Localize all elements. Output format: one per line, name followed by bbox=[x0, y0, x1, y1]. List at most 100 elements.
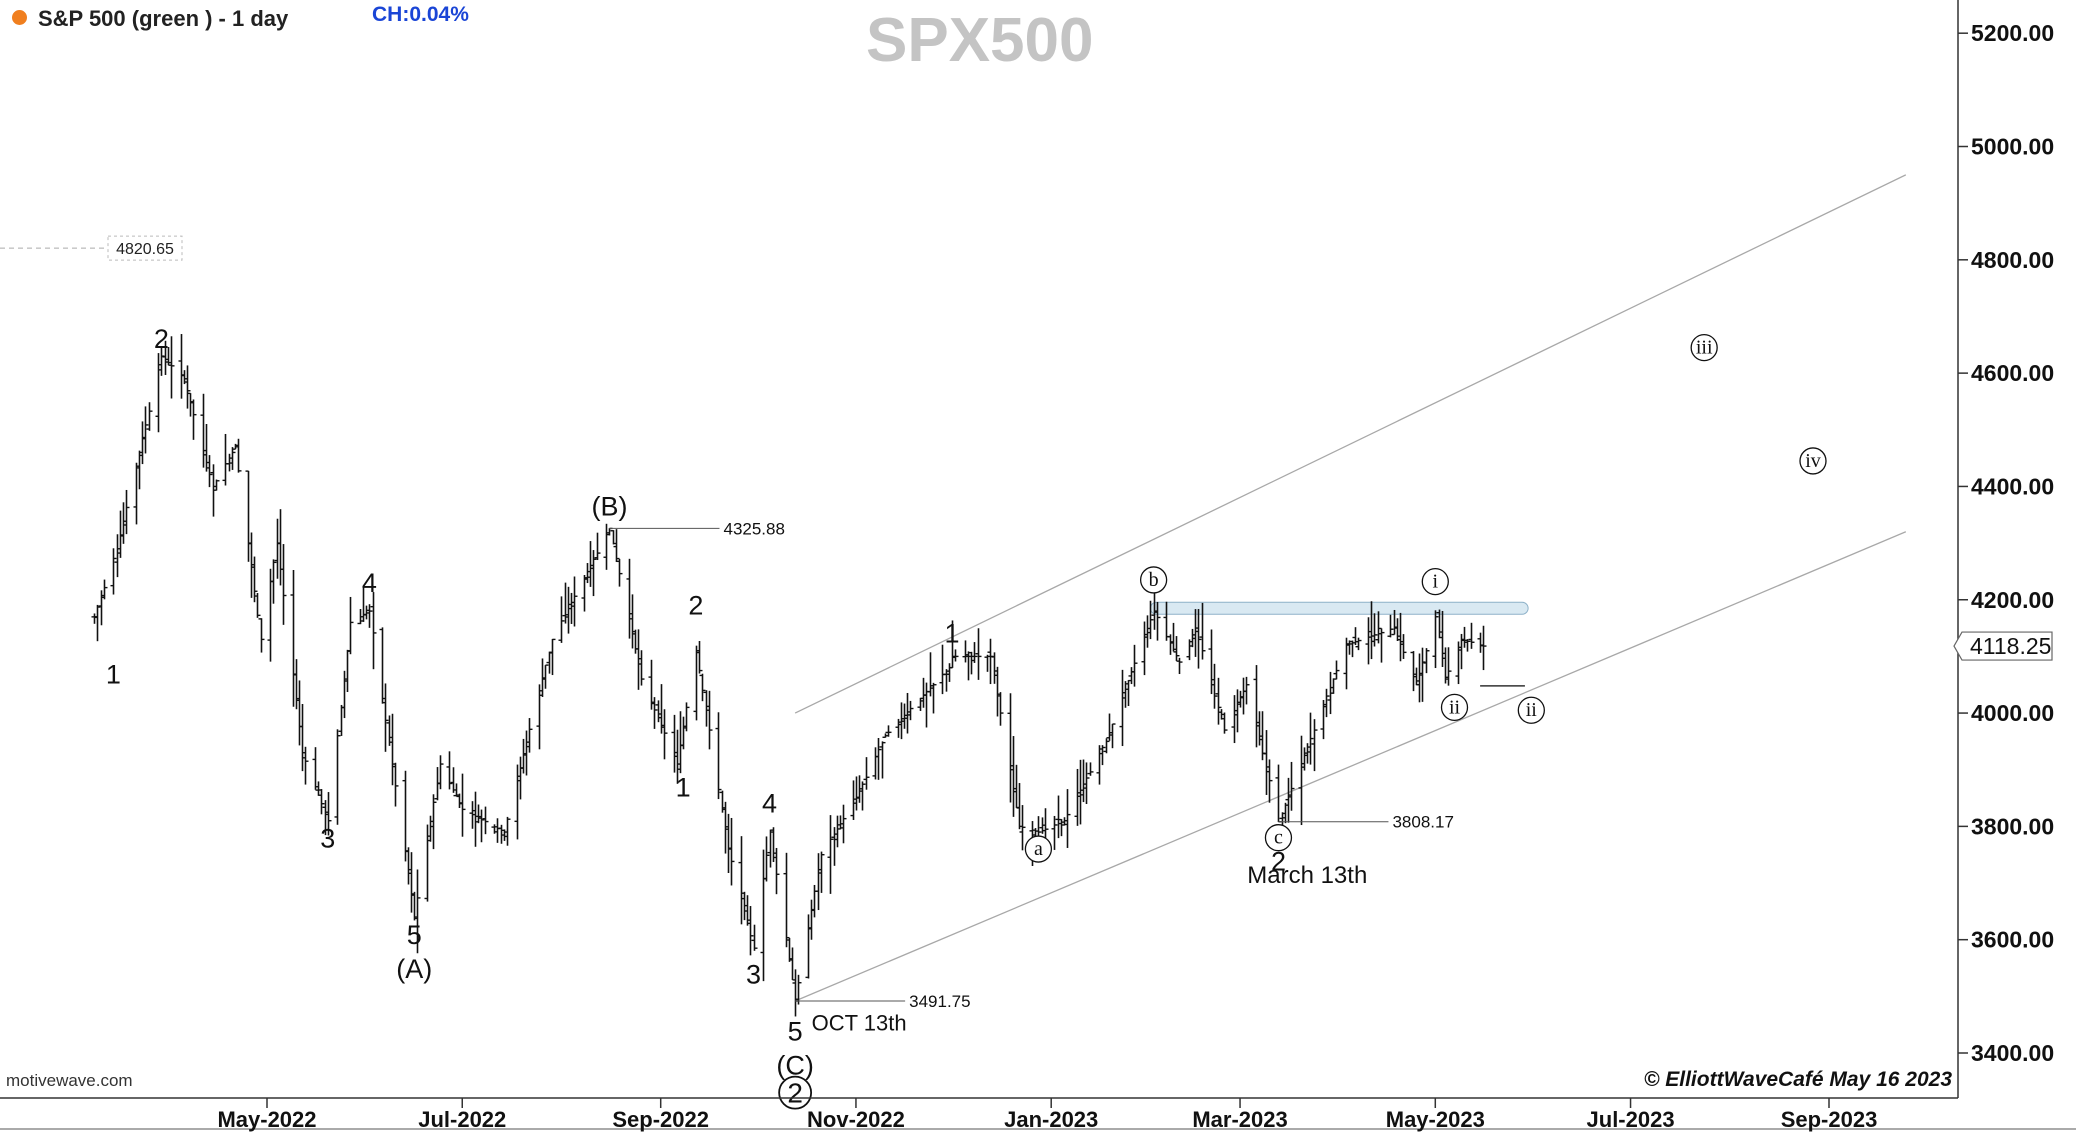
price-bar[interactable] bbox=[382, 683, 389, 752]
price-bar[interactable] bbox=[827, 815, 834, 894]
price-bar[interactable] bbox=[1199, 602, 1206, 660]
price-bar[interactable] bbox=[347, 596, 354, 655]
price-bar[interactable] bbox=[738, 836, 745, 925]
price-bar[interactable] bbox=[773, 847, 780, 895]
price-bar[interactable] bbox=[1154, 601, 1161, 641]
price-bar[interactable] bbox=[1215, 677, 1222, 725]
price-bar[interactable] bbox=[850, 780, 857, 820]
price-bar[interactable] bbox=[1259, 711, 1266, 761]
price-bar[interactable] bbox=[792, 969, 799, 1017]
price-bar[interactable] bbox=[1400, 634, 1407, 659]
price-bar[interactable] bbox=[962, 640, 969, 663]
price-bar[interactable] bbox=[517, 756, 524, 800]
price-bar[interactable] bbox=[293, 659, 300, 710]
price-bar[interactable] bbox=[895, 718, 902, 738]
price-bar[interactable] bbox=[414, 869, 421, 954]
price-bar[interactable] bbox=[834, 815, 841, 848]
price-bar[interactable] bbox=[363, 605, 370, 620]
price-bar[interactable] bbox=[139, 421, 146, 465]
price-bar[interactable] bbox=[1058, 818, 1065, 837]
price-bar[interactable] bbox=[1349, 640, 1356, 658]
price-bar[interactable] bbox=[920, 677, 927, 708]
price-bar[interactable] bbox=[318, 789, 325, 815]
price-bar[interactable] bbox=[411, 891, 418, 921]
price-bar[interactable] bbox=[299, 704, 306, 772]
price-bar[interactable] bbox=[1468, 622, 1475, 649]
price-bar[interactable] bbox=[815, 853, 822, 911]
price-bar[interactable] bbox=[1275, 764, 1282, 823]
price-bar[interactable] bbox=[984, 654, 991, 672]
price-bar[interactable] bbox=[1320, 699, 1327, 740]
price-bar[interactable] bbox=[626, 558, 633, 639]
price-bar[interactable] bbox=[1167, 634, 1174, 655]
price-bar[interactable] bbox=[91, 613, 98, 624]
price-bar[interactable] bbox=[315, 781, 322, 796]
price-bar[interactable] bbox=[1419, 647, 1426, 702]
price-bar[interactable] bbox=[1442, 647, 1449, 684]
price-bar[interactable] bbox=[1455, 641, 1462, 685]
price-bar[interactable] bbox=[520, 738, 527, 774]
price-bar[interactable] bbox=[616, 558, 623, 587]
price-bar[interactable] bbox=[1416, 653, 1423, 703]
price-bar[interactable] bbox=[680, 716, 687, 750]
price-bar[interactable] bbox=[1131, 644, 1138, 687]
price-bar[interactable] bbox=[1099, 745, 1106, 766]
price-bar[interactable] bbox=[763, 836, 770, 882]
price-bar[interactable] bbox=[581, 574, 588, 612]
price-bar[interactable] bbox=[971, 642, 978, 663]
price-bar[interactable] bbox=[123, 489, 130, 535]
price-bar[interactable] bbox=[142, 406, 149, 454]
price-bar[interactable] bbox=[719, 790, 726, 813]
price-bar[interactable] bbox=[168, 336, 175, 399]
price-bar[interactable] bbox=[430, 794, 437, 850]
price-bar[interactable] bbox=[584, 563, 591, 584]
price-bar[interactable] bbox=[699, 673, 706, 702]
price-bar[interactable] bbox=[450, 767, 457, 793]
price-bar[interactable] bbox=[494, 818, 501, 843]
price-bar[interactable] bbox=[917, 697, 924, 711]
price-bar[interactable] bbox=[136, 450, 143, 490]
channel-line[interactable] bbox=[794, 174, 1907, 714]
price-bar[interactable] bbox=[456, 793, 463, 809]
price-bar[interactable] bbox=[991, 652, 998, 684]
price-bar[interactable] bbox=[696, 640, 703, 674]
price-bar[interactable] bbox=[1122, 681, 1129, 708]
price-bar[interactable] bbox=[703, 690, 710, 727]
price-bar[interactable] bbox=[565, 586, 572, 634]
price-bar[interactable] bbox=[943, 669, 950, 692]
price-bar[interactable] bbox=[200, 393, 207, 468]
price-bar[interactable] bbox=[1240, 677, 1247, 715]
price-bar[interactable] bbox=[725, 813, 732, 873]
price-bar[interactable] bbox=[1186, 639, 1193, 661]
price-bar[interactable] bbox=[1378, 627, 1385, 663]
price-bar[interactable] bbox=[245, 470, 252, 562]
price-bar[interactable] bbox=[882, 733, 889, 738]
price-bar[interactable] bbox=[875, 738, 882, 780]
price-bar[interactable] bbox=[526, 718, 533, 753]
price-bar[interactable] bbox=[1288, 761, 1295, 811]
price-bar[interactable] bbox=[482, 806, 489, 835]
price-bar[interactable] bbox=[1119, 669, 1126, 747]
price-bar[interactable] bbox=[715, 712, 722, 800]
price-bar[interactable] bbox=[1077, 759, 1084, 825]
price-bar[interactable] bbox=[997, 692, 1004, 726]
price-bar[interactable] bbox=[1173, 636, 1180, 661]
price-bar[interactable] bbox=[994, 666, 1001, 717]
price-bar[interactable] bbox=[658, 684, 665, 734]
price-bar[interactable] bbox=[1055, 795, 1062, 839]
price-bar[interactable] bbox=[1103, 738, 1110, 754]
price-bar[interactable] bbox=[811, 884, 818, 918]
price-bar[interactable] bbox=[648, 659, 655, 710]
price-bar[interactable] bbox=[655, 700, 662, 723]
price-bar[interactable] bbox=[187, 392, 194, 417]
price-bar[interactable] bbox=[1211, 663, 1218, 709]
price-bar[interactable] bbox=[1458, 633, 1465, 670]
price-bar[interactable] bbox=[853, 776, 860, 811]
price-bar[interactable] bbox=[213, 479, 220, 491]
price-bar[interactable] bbox=[558, 596, 565, 643]
price-bar[interactable] bbox=[357, 609, 364, 625]
price-bar[interactable] bbox=[885, 725, 892, 737]
price-bar[interactable] bbox=[901, 703, 908, 729]
price-bar[interactable] bbox=[501, 829, 508, 841]
